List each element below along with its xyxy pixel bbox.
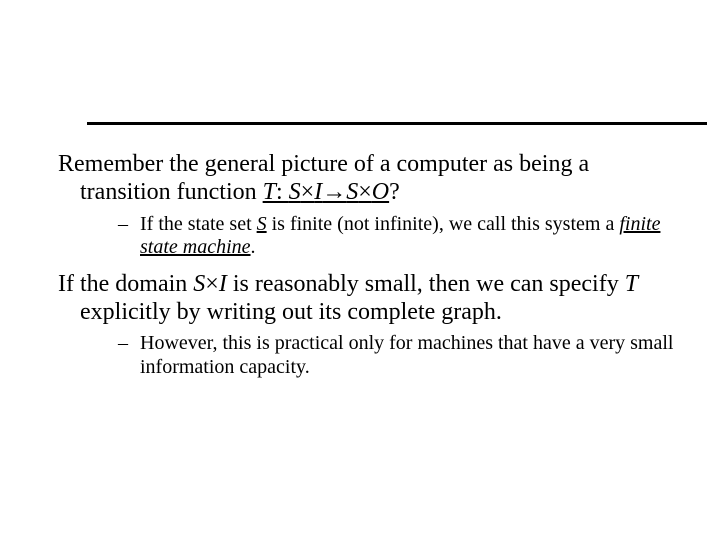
p2-times: × <box>205 271 219 297</box>
paragraph-2: If the domain S×I is reasonably small, t… <box>58 270 680 327</box>
p1-qmark: ? <box>389 179 400 205</box>
slide: Remember the general picture of a comput… <box>0 0 720 540</box>
paragraph-1: Remember the general picture of a comput… <box>58 150 680 207</box>
p1-var-T: T <box>263 179 276 205</box>
p2-text-e: is reasonably small, then we can specify <box>227 271 625 297</box>
p2-var-S: S <box>193 271 205 297</box>
p1-var-S2: S <box>346 179 358 205</box>
dash-2: – <box>118 332 140 356</box>
horizontal-rule <box>87 122 707 125</box>
p1-var-O: O <box>372 179 389 205</box>
s1-text-a: If the state set <box>140 213 257 235</box>
subpoint-2: – However, this is practical only for ma… <box>58 332 680 379</box>
s2-text-a: However, this is practical only for mach… <box>140 332 673 378</box>
p1-arrow: → <box>322 179 346 205</box>
p1-var-S1: S <box>289 179 301 205</box>
p2-var-I: I <box>219 271 227 297</box>
s1-period: . <box>251 236 256 258</box>
subpoint-1: – If the state set S is finite (not infi… <box>58 213 680 260</box>
s1-var-S: S <box>257 213 267 235</box>
p1-colon: : <box>276 179 289 205</box>
dash-1: – <box>118 213 140 237</box>
p2-var-T: T <box>625 271 638 297</box>
p2-text-a: If the domain <box>58 271 193 297</box>
s1-text-c: is finite (not infinite), we call this s… <box>267 213 620 235</box>
p2-text-g: explicitly by writing out its complete g… <box>80 299 502 325</box>
slide-content: Remember the general picture of a comput… <box>58 150 680 390</box>
p1-times2: × <box>358 179 372 205</box>
p1-times1: × <box>301 179 315 205</box>
